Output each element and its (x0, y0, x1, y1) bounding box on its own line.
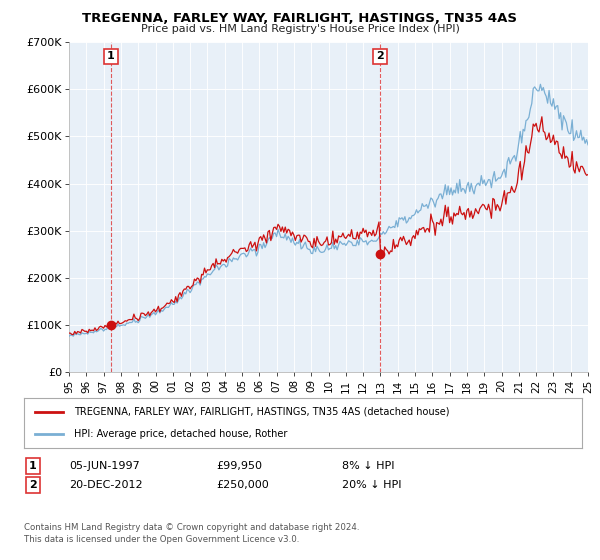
Text: 8% ↓ HPI: 8% ↓ HPI (342, 461, 395, 471)
Text: 20% ↓ HPI: 20% ↓ HPI (342, 480, 401, 490)
Text: 2: 2 (376, 52, 384, 62)
Text: £99,950: £99,950 (216, 461, 262, 471)
Text: Contains HM Land Registry data © Crown copyright and database right 2024.: Contains HM Land Registry data © Crown c… (24, 523, 359, 532)
Text: This data is licensed under the Open Government Licence v3.0.: This data is licensed under the Open Gov… (24, 535, 299, 544)
Text: 05-JUN-1997: 05-JUN-1997 (69, 461, 140, 471)
Text: £250,000: £250,000 (216, 480, 269, 490)
Text: 1: 1 (107, 52, 115, 62)
Text: 2: 2 (29, 480, 37, 490)
Text: Price paid vs. HM Land Registry's House Price Index (HPI): Price paid vs. HM Land Registry's House … (140, 24, 460, 34)
Text: 20-DEC-2012: 20-DEC-2012 (69, 480, 143, 490)
Text: HPI: Average price, detached house, Rother: HPI: Average price, detached house, Roth… (74, 429, 287, 439)
Text: TREGENNA, FARLEY WAY, FAIRLIGHT, HASTINGS, TN35 4AS (detached house): TREGENNA, FARLEY WAY, FAIRLIGHT, HASTING… (74, 407, 450, 417)
Text: 1: 1 (29, 461, 37, 471)
Text: TREGENNA, FARLEY WAY, FAIRLIGHT, HASTINGS, TN35 4AS: TREGENNA, FARLEY WAY, FAIRLIGHT, HASTING… (83, 12, 517, 25)
